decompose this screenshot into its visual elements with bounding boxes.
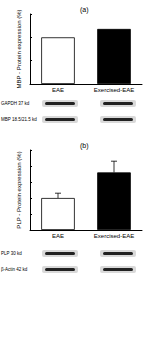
svg-text:GAPDH 37 kd: GAPDH 37 kd bbox=[1, 101, 30, 106]
svg-text:EAE: EAE bbox=[52, 233, 64, 239]
svg-text:(b): (b) bbox=[80, 142, 89, 150]
svg-text:EAE: EAE bbox=[52, 87, 64, 93]
svg-text:MBP 18.5/21.5 kd: MBP 18.5/21.5 kd bbox=[1, 117, 37, 122]
svg-text:Exercised-EAE: Exercised-EAE bbox=[94, 233, 134, 239]
svg-text:β-Actin 42 kd: β-Actin 42 kd bbox=[1, 267, 28, 272]
svg-text:(a): (a) bbox=[80, 6, 89, 14]
svg-text:PLP - Protein expression (%): PLP - Protein expression (%) bbox=[16, 151, 22, 228]
svg-text:MBP - Protein expression (%): MBP - Protein expression (%) bbox=[16, 10, 22, 89]
svg-text:PLP 30 kd: PLP 30 kd bbox=[1, 251, 22, 256]
svg-text:Exercised-EAE: Exercised-EAE bbox=[94, 87, 134, 93]
